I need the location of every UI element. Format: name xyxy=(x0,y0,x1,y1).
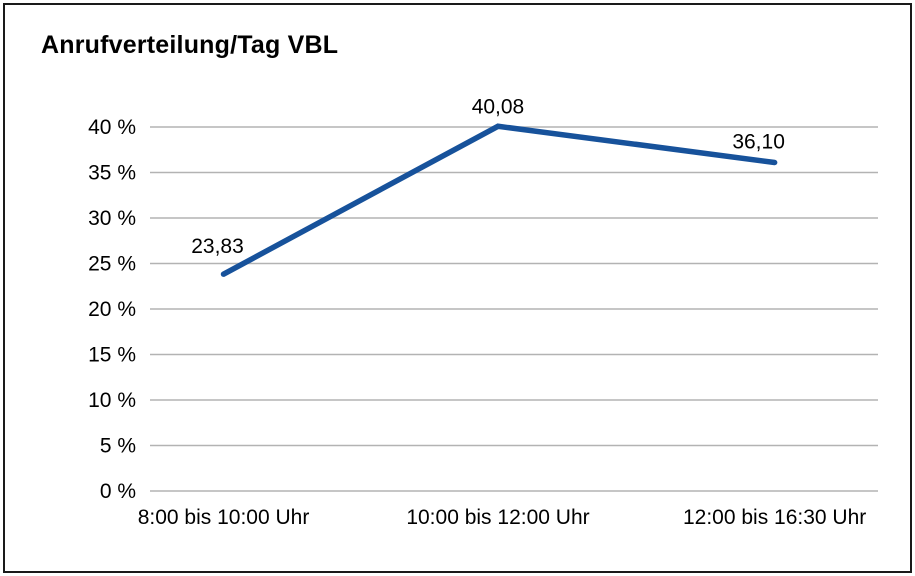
y-tick-label: 0 % xyxy=(100,480,136,503)
y-tick-label: 25 % xyxy=(88,253,136,276)
y-tick-label: 30 % xyxy=(88,207,136,230)
line-chart-canvas: 0 % 5 % 10 % 15 % 20 % 25 % 30 % 35 % 40 % 8:00 b… xyxy=(88,95,878,529)
y-tick-label: 40 % xyxy=(88,116,136,139)
y-tick-label: 20 % xyxy=(88,298,136,321)
y-tick-label: 10 % xyxy=(88,389,136,412)
y-tick-label: 5 % xyxy=(100,435,136,458)
data-line xyxy=(220,123,778,277)
x-category-label: 12:00 bis 16:30 Uhr xyxy=(683,506,866,529)
chart-title: Anrufverteilung/Tag VBL xyxy=(41,31,339,59)
data-point-label: 23,83 xyxy=(191,235,244,258)
x-category-label: 10:00 bis 12:00 Uhr xyxy=(406,506,589,529)
x-category-label: 8:00 bis 10:00 Uhr xyxy=(138,506,310,529)
y-tick-label: 35 % xyxy=(88,162,136,185)
data-point-label: 36,10 xyxy=(732,130,785,153)
y-tick-label: 15 % xyxy=(88,344,136,367)
data-point-label: 40,08 xyxy=(472,95,525,118)
chart-frame: Anrufverteilung/Tag VBL 0 % 5 % 10 % 15 % 20… xyxy=(3,3,912,573)
